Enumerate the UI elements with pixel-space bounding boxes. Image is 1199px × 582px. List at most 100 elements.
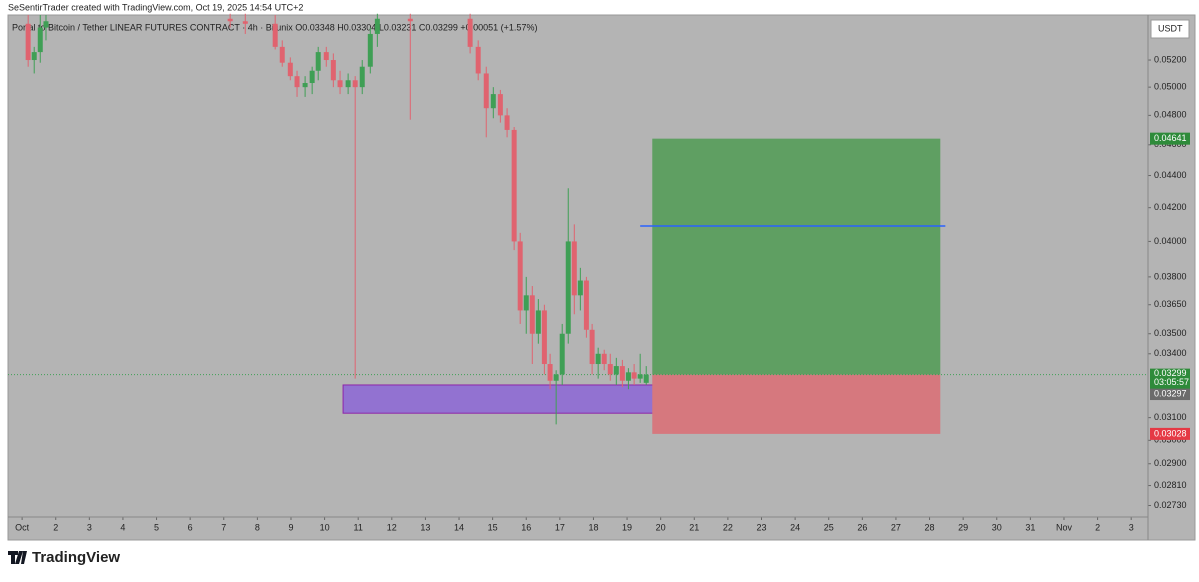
x-tick-label: 2 bbox=[1095, 522, 1100, 532]
price-badge bbox=[1150, 427, 1190, 440]
x-tick-label: 9 bbox=[288, 522, 293, 532]
last-price-badge bbox=[1150, 368, 1190, 389]
candle-body bbox=[467, 18, 473, 47]
candle-body bbox=[619, 366, 625, 381]
price-badge bbox=[1150, 132, 1190, 145]
candle-body bbox=[37, 27, 43, 53]
y-tick-label: 0.02810 bbox=[1154, 480, 1187, 490]
price-badge-label: 0.03297 bbox=[1154, 388, 1187, 398]
candle-body bbox=[529, 295, 535, 334]
candle-body bbox=[43, 21, 49, 28]
x-tick-label: Oct bbox=[15, 522, 30, 532]
y-tick-label: 0.04400 bbox=[1154, 170, 1187, 180]
price-badge-label: 0.03028 bbox=[1154, 428, 1187, 438]
x-tick-label: 3 bbox=[87, 522, 92, 532]
candle-body bbox=[631, 372, 637, 379]
loss-area bbox=[652, 374, 941, 434]
x-tick-label: Nov bbox=[1056, 522, 1073, 532]
candle-body bbox=[589, 329, 595, 365]
header: SeSentirTrader created with TradingView.… bbox=[8, 2, 303, 12]
candle-body bbox=[541, 310, 547, 365]
candle-body bbox=[352, 80, 358, 88]
y-tick-label: 0.02730 bbox=[1154, 500, 1187, 510]
candle-body bbox=[227, 18, 233, 22]
y-tick-label: 0.04800 bbox=[1154, 110, 1187, 120]
y-tick-label: 0.03800 bbox=[1154, 271, 1187, 281]
x-tick-label: 12 bbox=[387, 522, 397, 532]
x-tick-label: 6 bbox=[188, 522, 193, 532]
currency: USDT bbox=[1158, 23, 1183, 33]
candle-body bbox=[613, 366, 619, 375]
y-tick-label: 0.04000 bbox=[1154, 236, 1187, 246]
x-tick-label: 20 bbox=[656, 522, 666, 532]
x-tick-label: 14 bbox=[454, 522, 464, 532]
x-tick-label: 17 bbox=[555, 522, 565, 532]
x-tick-label: 19 bbox=[622, 522, 632, 532]
candle-body bbox=[374, 18, 380, 34]
candle-body bbox=[294, 76, 300, 88]
candle-body bbox=[323, 52, 329, 61]
candle-body bbox=[25, 23, 31, 61]
y-tick-label: 0.02900 bbox=[1154, 458, 1187, 468]
brand-logo bbox=[8, 551, 27, 564]
candle-body bbox=[643, 374, 649, 383]
currency-box bbox=[1150, 19, 1190, 39]
price-badge-label: 0.04641 bbox=[1154, 133, 1187, 143]
candle-body bbox=[302, 83, 308, 88]
candle-body bbox=[490, 94, 496, 109]
x-tick-label: 25 bbox=[824, 522, 834, 532]
x-tick-label: 26 bbox=[857, 522, 867, 532]
brand-icon bbox=[8, 551, 27, 564]
y-tick-label: 0.03100 bbox=[1154, 412, 1187, 422]
x-tick-label: 29 bbox=[958, 522, 968, 532]
candle-body bbox=[242, 21, 248, 24]
countdown: 03:05:57 bbox=[1154, 377, 1189, 387]
candle-body bbox=[407, 18, 413, 22]
x-tick-label: 31 bbox=[1025, 522, 1035, 532]
y-tick-label: 0.03400 bbox=[1154, 348, 1187, 358]
candle-body bbox=[571, 241, 577, 296]
y-tick-label: 0.05200 bbox=[1154, 54, 1187, 64]
candle-body bbox=[523, 295, 529, 311]
candle-body bbox=[535, 310, 541, 334]
x-tick-label: 22 bbox=[723, 522, 733, 532]
y-tick-label: 0.03500 bbox=[1154, 328, 1187, 338]
y-tick-label: 0.04200 bbox=[1154, 202, 1187, 212]
candle-body bbox=[359, 66, 365, 88]
candle-body bbox=[330, 60, 336, 81]
x-tick-label: 7 bbox=[221, 522, 226, 532]
x-tick-label: 13 bbox=[420, 522, 430, 532]
profit-area bbox=[652, 138, 941, 375]
x-tick-label: 5 bbox=[154, 522, 159, 532]
x-tick-label: 4 bbox=[120, 522, 125, 532]
candle-body bbox=[483, 73, 489, 109]
chart-panel bbox=[7, 14, 1196, 541]
x-tick-label: 23 bbox=[756, 522, 766, 532]
candle-body bbox=[637, 374, 643, 379]
x-tick-label: 18 bbox=[588, 522, 598, 532]
x-tick-label: 24 bbox=[790, 522, 800, 532]
x-tick-label: 30 bbox=[992, 522, 1002, 532]
candle-body bbox=[625, 372, 631, 381]
x-tick-label: 16 bbox=[521, 522, 531, 532]
candle-body bbox=[559, 333, 565, 375]
candle-body bbox=[601, 353, 607, 365]
candle-body bbox=[287, 62, 293, 77]
candle-body bbox=[565, 241, 571, 334]
candle-body bbox=[272, 23, 278, 47]
candle-body bbox=[577, 280, 583, 296]
candle-body bbox=[337, 80, 343, 88]
x-tick-label: 27 bbox=[891, 522, 901, 532]
candle-body bbox=[475, 46, 481, 74]
x-tick-label: 2 bbox=[53, 522, 58, 532]
candle-body bbox=[504, 115, 510, 130]
candle-body bbox=[607, 364, 613, 375]
candle-body bbox=[517, 241, 523, 311]
last-price-label: 0.03299 bbox=[1154, 368, 1187, 378]
candle-body bbox=[553, 374, 559, 381]
x-tick-label: 15 bbox=[488, 522, 498, 532]
x-tick-label: 3 bbox=[1129, 522, 1134, 532]
candle-body bbox=[279, 46, 285, 63]
candle-body bbox=[511, 129, 517, 242]
